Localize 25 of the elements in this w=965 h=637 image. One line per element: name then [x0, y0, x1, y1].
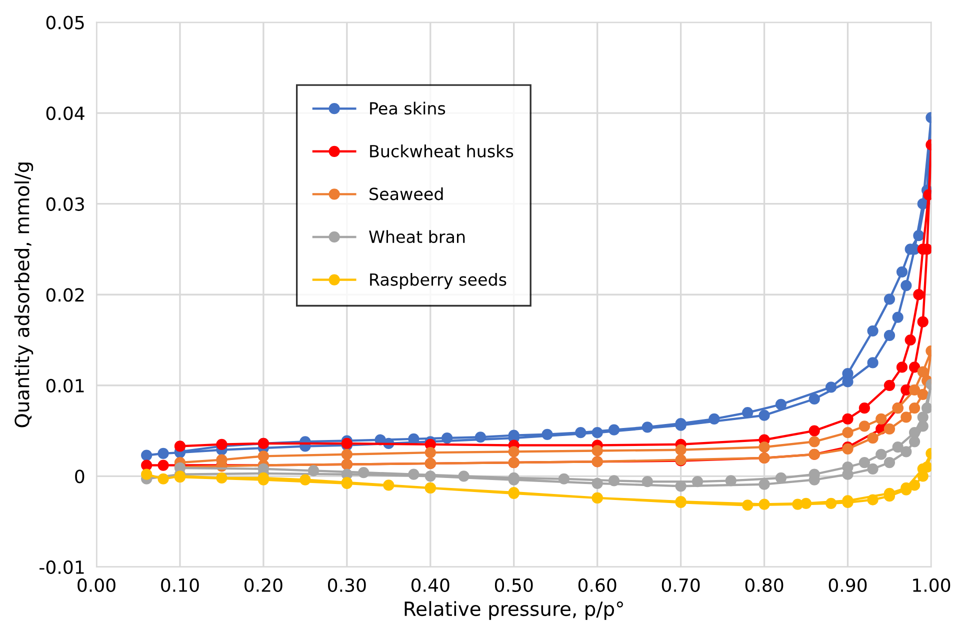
legend-label: Pea skins [370, 102, 446, 115]
x-tick-label: 0.00 [78, 578, 116, 592]
x-tick-label: 0.70 [662, 578, 700, 592]
x-tick-label: 0.20 [244, 578, 282, 592]
legend-label: Wheat bran [369, 230, 465, 244]
y-tick-label: 0.02 [46, 288, 84, 302]
legend-label: Seaweed [370, 187, 443, 200]
x-tick-label: 0.40 [411, 578, 450, 592]
x-tick-label: 0.80 [745, 578, 784, 592]
x-tick-label: 0.60 [578, 578, 616, 592]
x-tick-label: 0.30 [328, 578, 366, 592]
x-tick-label: 0.10 [161, 578, 199, 592]
y-tick-label: 0.05 [46, 16, 84, 30]
y-tick-label: -0.01 [40, 560, 84, 574]
y-tick-label: 0.03 [46, 197, 84, 211]
y-tick-label: 0 [75, 470, 84, 484]
x-tick-label: 0.50 [494, 578, 533, 592]
x-axis-title: Relative pressure, p/p° [404, 601, 623, 620]
x-tick-label: 1.00 [913, 578, 950, 592]
x-tick-label: 0.90 [828, 578, 867, 592]
legend-label: Buckwheat husks [370, 144, 514, 158]
y-tick-label: 0.01 [46, 378, 84, 392]
legend-label: Raspberry seeds [370, 272, 506, 290]
y-tick-label: 0.04 [46, 106, 84, 120]
y-axis-title: Quantity adsorbed, mmol/g [14, 162, 34, 428]
